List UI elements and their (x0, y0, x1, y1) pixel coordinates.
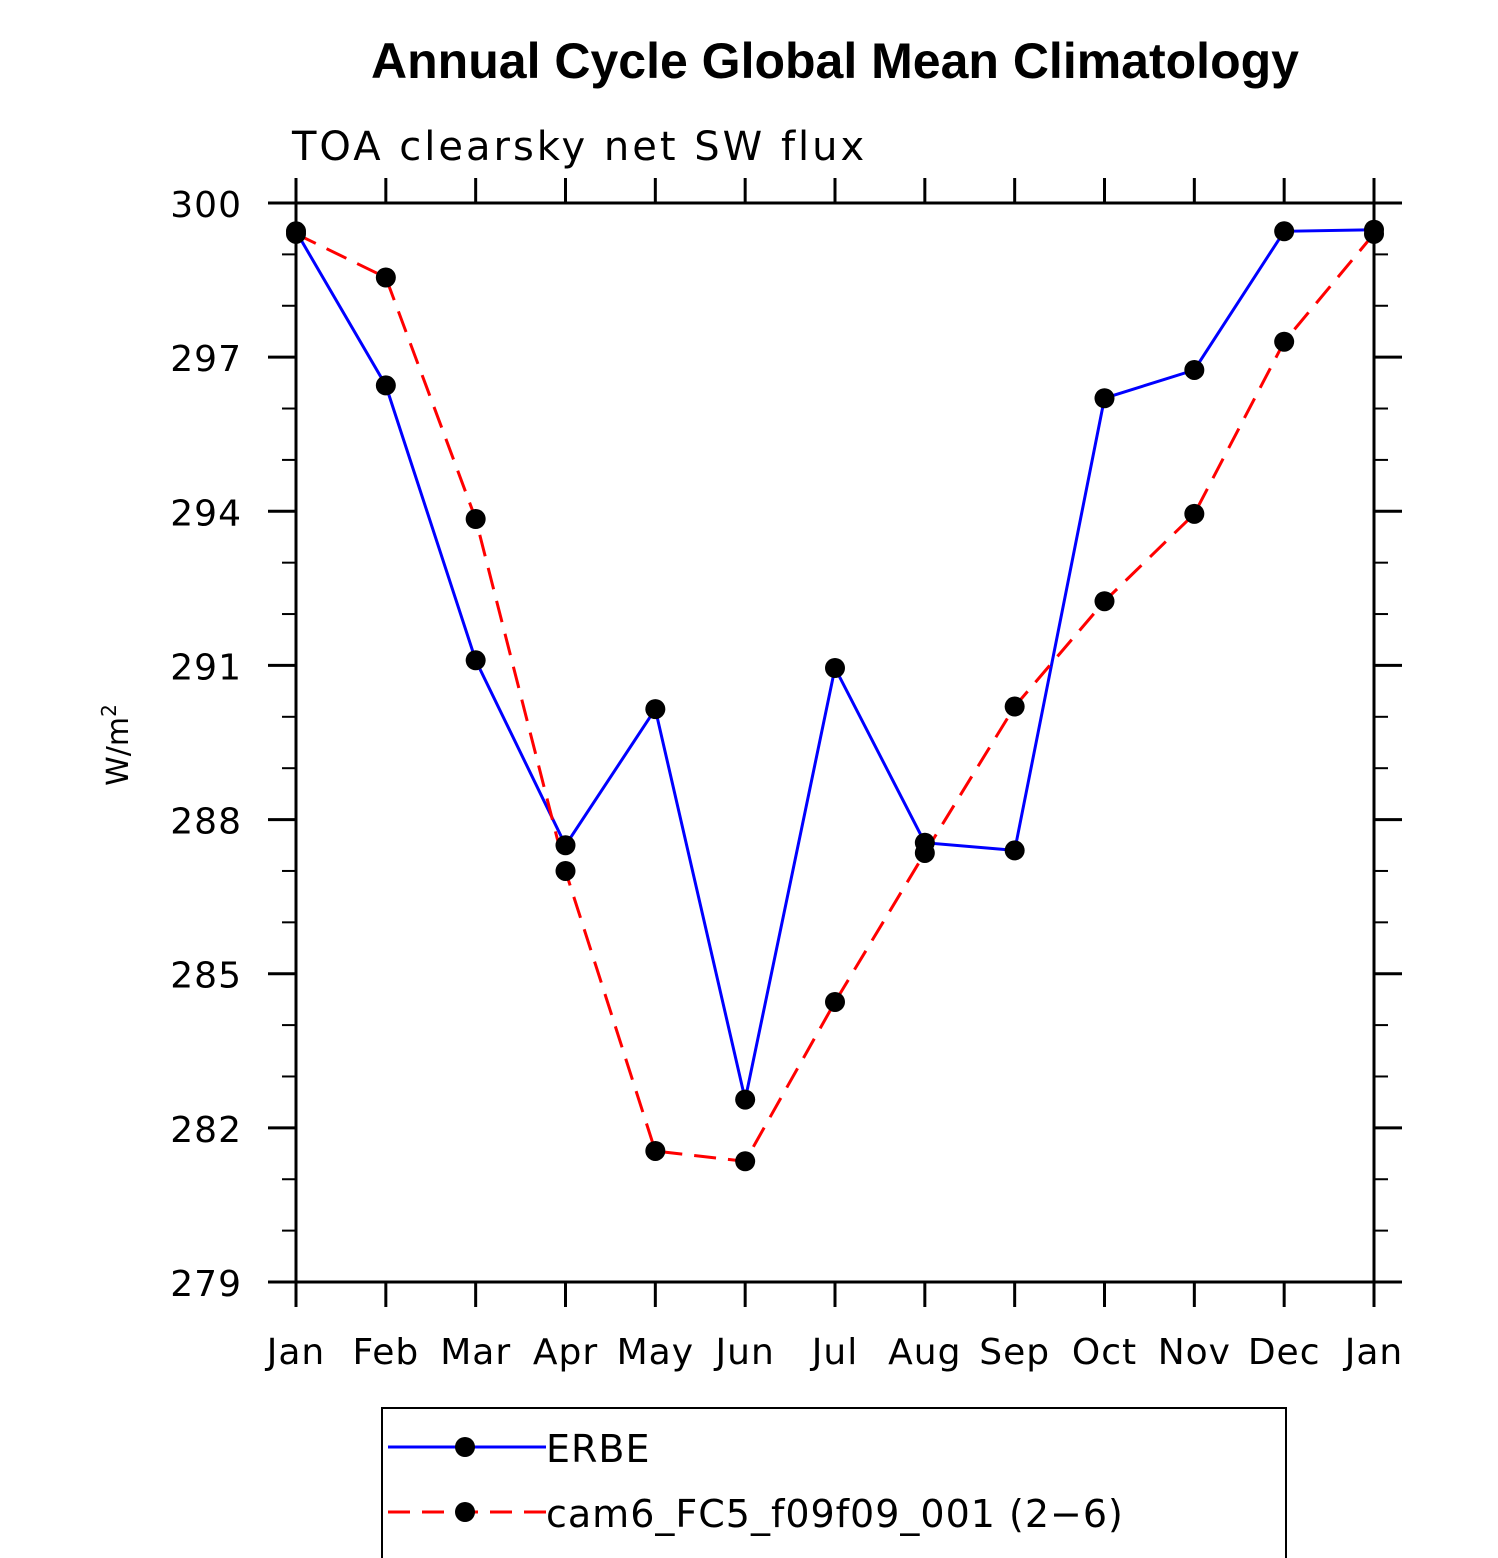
y-tick-label: 297 (170, 339, 242, 380)
data-point-series-1 (1094, 591, 1115, 612)
data-point-series-0 (1184, 359, 1205, 380)
legend-box (381, 1407, 1287, 1558)
series-lines (294, 228, 1376, 1163)
series-points (286, 219, 1384, 1172)
y-tick-label: 285 (170, 956, 242, 997)
y-tick-label: 294 (170, 493, 242, 534)
data-point-series-0 (735, 1089, 756, 1110)
x-tick-label: Apr (533, 1332, 598, 1373)
axis-ticks (268, 178, 1402, 1307)
data-point-series-0 (555, 835, 576, 856)
y-tick-label: 279 (170, 1264, 242, 1305)
data-point-series-0 (465, 650, 486, 671)
data-point-series-0 (1004, 840, 1025, 861)
legend-label-erbe: ERBE (546, 1427, 651, 1471)
x-tick-label: Feb (352, 1332, 419, 1373)
legend-marker-erbe (455, 1437, 475, 1457)
y-tick-label: 288 (170, 802, 242, 843)
data-point-series-0 (1274, 221, 1295, 242)
x-tick-label: Sep (979, 1332, 1050, 1373)
data-point-series-1 (555, 860, 576, 881)
series-line-1 (295, 232, 1376, 1163)
data-point-series-1 (1184, 503, 1205, 524)
chart-title: Annual Cycle Global Mean Climatology (371, 33, 1299, 89)
data-point-series-1 (645, 1140, 666, 1161)
data-point-series-1 (1274, 331, 1295, 352)
x-tick-label: Jul (810, 1332, 858, 1373)
y-axis-label-text: W/m (101, 717, 136, 786)
data-point-series-0 (645, 699, 666, 720)
y-axis-label: W/m2 (97, 704, 136, 786)
legend-marker-cam6 (455, 1502, 475, 1522)
x-tick-label: Dec (1248, 1332, 1321, 1373)
data-point-series-1 (375, 267, 396, 288)
x-tick-label: Oct (1072, 1332, 1137, 1373)
x-tick-label: Mar (440, 1332, 511, 1373)
data-point-series-0 (375, 375, 396, 396)
data-point-series-1 (286, 223, 306, 244)
legend-label-cam6: cam6_FC5_f09f09_001 (2−6) (546, 1492, 1124, 1536)
legend: ERBE cam6_FC5_f09f09_001 (2−6) (381, 1407, 1287, 1558)
x-tick-label: Jan (1343, 1332, 1404, 1373)
data-point-series-1 (914, 842, 935, 863)
x-tick-label: Jun (714, 1332, 775, 1373)
y-tick-label: 291 (170, 647, 242, 688)
axis-tick-labels: Jan Feb Mar Apr May Jun Jul Aug Sep Oct Nov Dec Jan 2… (170, 185, 1404, 1373)
plot-frame (294, 201, 1376, 1284)
y-tick-label: 300 (170, 185, 242, 226)
x-tick-label: May (617, 1332, 694, 1373)
data-point-series-1 (1004, 696, 1025, 717)
data-point-series-1 (825, 991, 845, 1012)
x-tick-label: Jan (265, 1332, 326, 1373)
x-tick-label: Nov (1158, 1332, 1231, 1373)
data-point-series-0 (825, 657, 845, 678)
data-point-series-1 (1364, 223, 1384, 244)
data-point-series-1 (465, 508, 486, 529)
data-point-series-1 (735, 1151, 756, 1172)
y-axis-label-superscript: 2 (97, 704, 121, 717)
y-tick-label: 282 (170, 1110, 242, 1151)
chart-subtitle: TOA clearsky net SW flux (291, 124, 867, 170)
x-tick-label: Aug (888, 1332, 961, 1373)
data-point-series-0 (1094, 388, 1115, 409)
